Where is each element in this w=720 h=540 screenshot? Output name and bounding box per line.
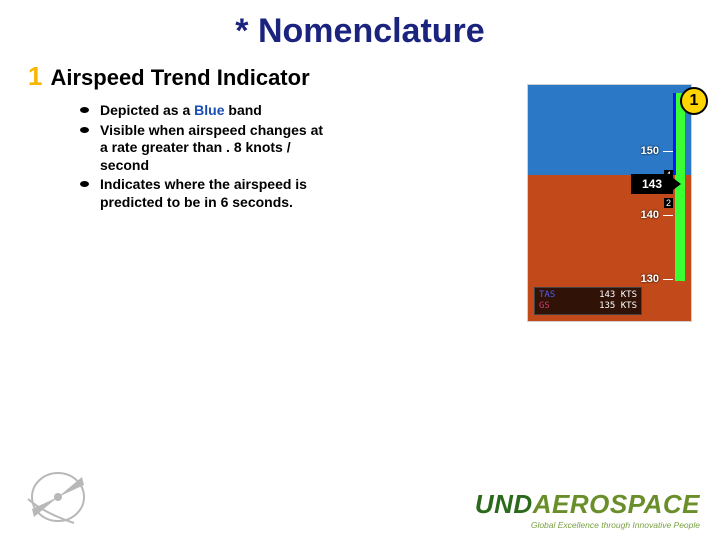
logo-und: UND xyxy=(475,489,533,519)
section-title: Airspeed Trend Indicator xyxy=(50,65,309,91)
logo-aero: AEROSPACE xyxy=(533,489,700,519)
blue-trend-band xyxy=(673,93,676,175)
tick-label: 130 xyxy=(641,273,659,285)
right-logo-block: UNDAEROSPACE Global Excellence through I… xyxy=(475,489,700,530)
left-logo xyxy=(20,460,100,530)
callout-badge: 1 xyxy=(680,87,708,115)
sky-background xyxy=(528,85,691,175)
tas-gs-box: TAS 143 KTS GS 135 KTS xyxy=(534,287,642,315)
tick xyxy=(663,151,673,152)
propeller-icon xyxy=(24,463,96,527)
tick xyxy=(663,279,673,280)
footer: UNDAEROSPACE Global Excellence through I… xyxy=(0,460,720,530)
tick-label: 140 xyxy=(641,209,659,221)
gauge-image: 150 140 130 4 143 2 TAS 143 KTS GS 135 K… xyxy=(527,84,692,322)
tagline: Global Excellence through Innovative Peo… xyxy=(475,520,700,530)
content-area: 1 Airspeed Trend Indicator Depicted as a… xyxy=(0,61,720,322)
bullet-text-pre: Indicates where the airspeed is predicte… xyxy=(100,176,307,210)
bullet-text-post: band xyxy=(225,102,262,118)
tas-row: TAS 143 KTS xyxy=(539,290,637,301)
und-aerospace-logo: UNDAEROSPACE xyxy=(475,489,700,520)
gs-value: 135 KTS xyxy=(599,301,637,312)
bullet-item: Depicted as a Blue band xyxy=(100,102,328,120)
slide-title: * Nomenclature xyxy=(0,0,720,61)
bullet-text-pre: Visible when airspeed changes at a rate … xyxy=(100,122,323,173)
gs-row: GS 135 KTS xyxy=(539,301,637,312)
tick-label: 150 xyxy=(641,145,659,157)
bullet-item: Visible when airspeed changes at a rate … xyxy=(100,122,328,175)
bullet-list: Depicted as a Blue band Visible when air… xyxy=(28,102,328,213)
pointer-fraction-below: 2 xyxy=(664,198,673,208)
section-number: 1 xyxy=(28,61,42,92)
tick xyxy=(663,215,673,216)
tas-value: 143 KTS xyxy=(599,290,637,301)
tas-label: TAS xyxy=(539,290,555,301)
body-row: Depicted as a Blue band Visible when air… xyxy=(28,102,692,322)
bullet-item: Indicates where the airspeed is predicte… xyxy=(100,176,328,211)
gs-label: GS xyxy=(539,301,550,312)
bullet-text-pre: Depicted as a xyxy=(100,102,194,118)
bullet-text-blue: Blue xyxy=(194,102,224,118)
airspeed-pointer: 143 xyxy=(631,174,673,194)
